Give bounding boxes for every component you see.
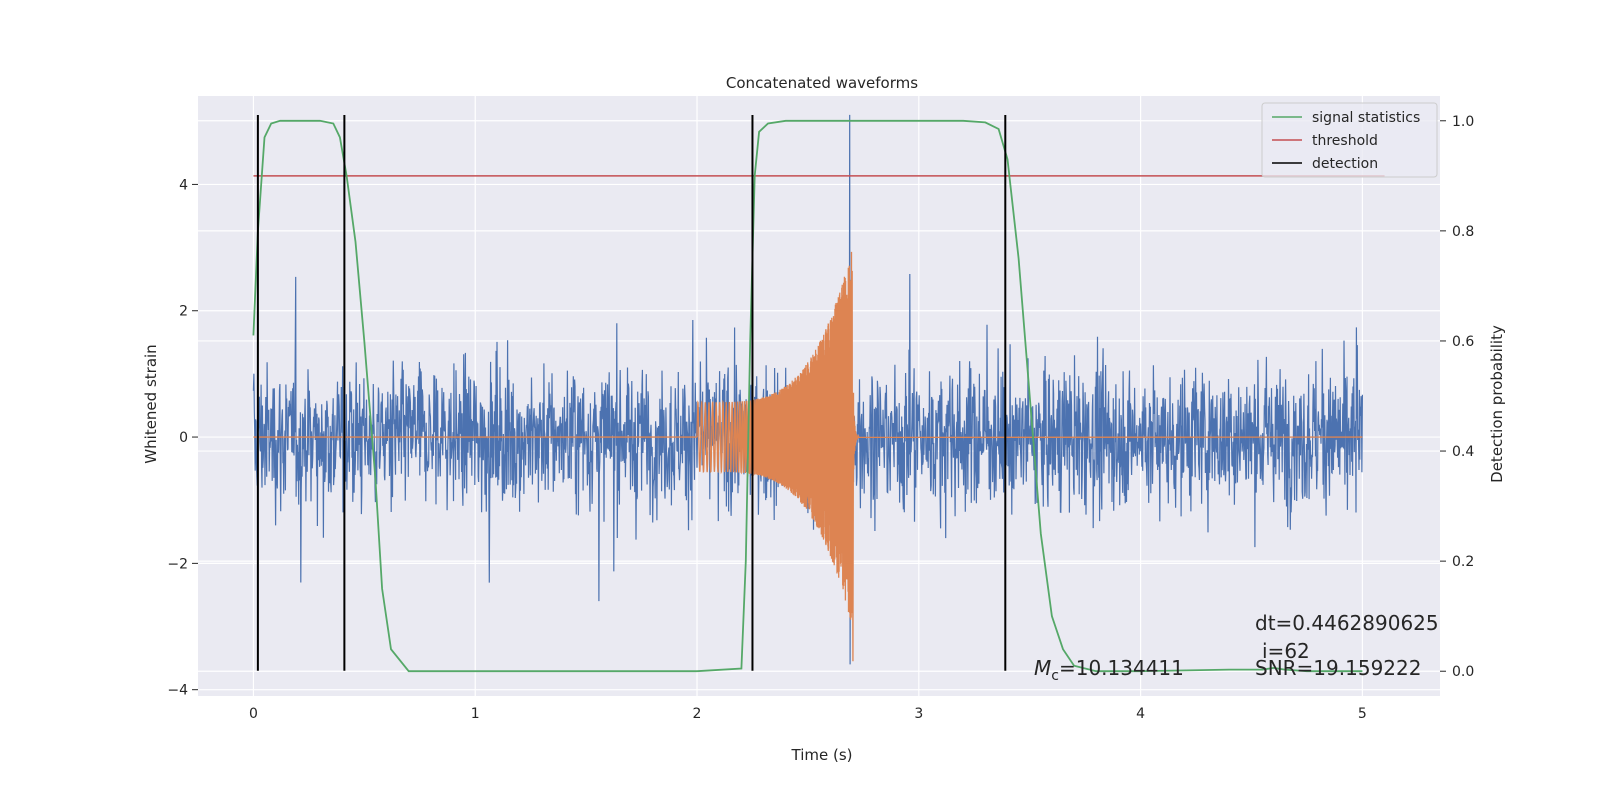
- annotation-i: i=62: [1262, 639, 1310, 663]
- y-right-axis-label: Detection probability: [1488, 325, 1506, 483]
- annotation-mc-value: =10.134411: [1059, 656, 1184, 680]
- signal-statistics-line: [252, 119, 1363, 673]
- y-axis-ticks: −4 −2 0 2 4: [167, 177, 198, 699]
- y-tick-label: 2: [179, 304, 188, 320]
- x-axis-ticks: 0 1 2 3 4 5: [249, 706, 1367, 722]
- x-axis-label: Time (s): [791, 746, 853, 764]
- y-tick-label: −2: [167, 556, 188, 572]
- legend: signal statistics threshold detection: [1261, 102, 1438, 178]
- annotation-mc-symbol: M: [1034, 656, 1051, 680]
- detection-series: [256, 114, 1007, 671]
- legend-label-threshold: threshold: [1312, 133, 1378, 149]
- x-tick-label: 1: [471, 706, 480, 722]
- signal-statistics-series: [252, 119, 1363, 673]
- legend-label-signal-statistics: signal statistics: [1312, 110, 1420, 126]
- y-tick-label: 0: [179, 430, 188, 446]
- template-line: [253, 251, 1363, 662]
- template-series: [253, 251, 1363, 662]
- legend-box: [1261, 102, 1438, 178]
- x-tick-label: 4: [1136, 706, 1145, 722]
- x-tick-label: 5: [1358, 706, 1367, 722]
- annotation-mc: Mc=10.134411: [1034, 656, 1184, 684]
- strain-series: [252, 114, 1363, 665]
- x-tick-label: 3: [914, 706, 923, 722]
- legend-label-detection: detection: [1312, 156, 1378, 172]
- y-right-tick-label: 0.8: [1452, 224, 1474, 240]
- annotation-dt: dt=0.4462890625: [1255, 611, 1439, 635]
- annotation-mc-sub: c: [1051, 668, 1059, 684]
- y-right-tick-label: 0.2: [1452, 554, 1474, 570]
- y-tick-label: 4: [179, 177, 188, 193]
- y-axis-label: Whitened strain: [142, 344, 160, 463]
- y-right-axis-ticks: 0.0 0.2 0.4 0.6 0.8 1.0: [1440, 114, 1474, 680]
- strain-line: [252, 114, 1363, 665]
- y-right-tick-label: 1.0: [1452, 114, 1474, 130]
- y-right-tick-label: 0.6: [1452, 334, 1474, 350]
- chart-title: Concatenated waveforms: [726, 74, 918, 92]
- x-tick-label: 0: [249, 706, 258, 722]
- annotation-snr: SNR=19.159222: [1255, 656, 1421, 680]
- y-right-tick-label: 0.4: [1452, 444, 1474, 460]
- y-tick-label: −4: [167, 683, 188, 699]
- y-right-tick-label: 0.0: [1452, 664, 1474, 680]
- x-tick-label: 2: [693, 706, 702, 722]
